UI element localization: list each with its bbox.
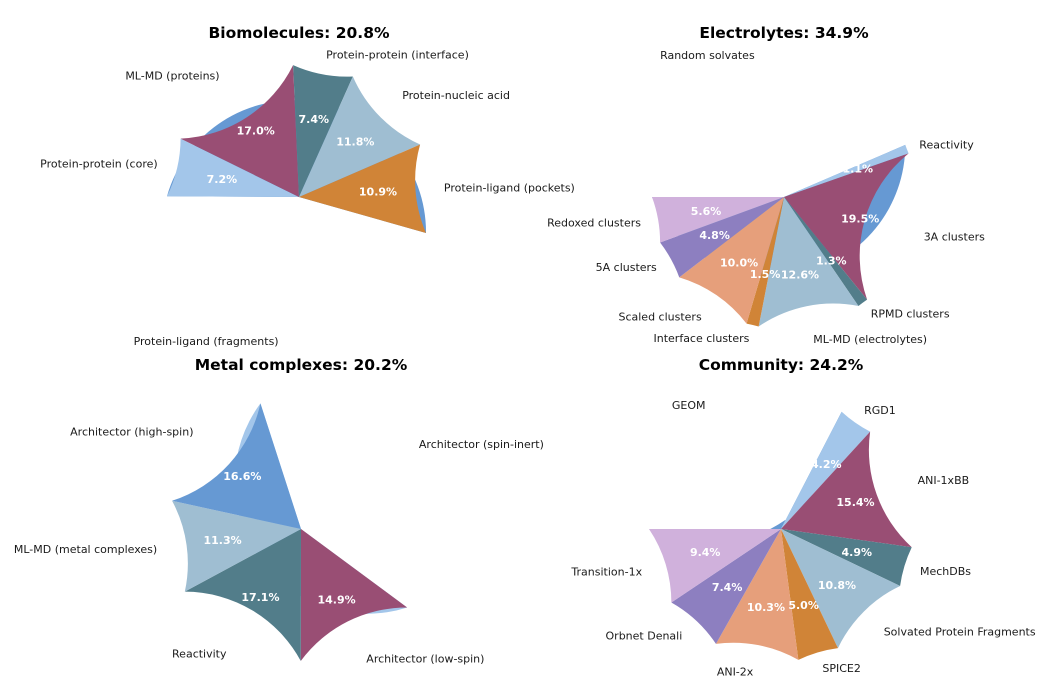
pct-label-rpmd-clusters: 1.3% — [816, 255, 847, 268]
pie-chart-community: Community: 24.2% 32.6% GEOM 4.2% RGD1 15.4% A… — [570, 356, 1035, 679]
pct-label-solvated-protein-fragments: 10.8% — [818, 579, 856, 592]
slice-label-architector-low-spin: Architector (low-spin) — [366, 653, 484, 666]
slice-label-mechdbs: MechDBs — [920, 565, 971, 578]
pie-slice-ml-md-electrolytes — [758, 197, 859, 327]
slice-label-architector-high-spin: Architector (high-spin) — [70, 425, 193, 438]
pct-label-scaled-clusters: 10.0% — [720, 256, 758, 269]
pct-label-spice2: 5.0% — [788, 599, 819, 612]
pie-slice-ani-2x — [715, 529, 799, 660]
pct-label-orbnet-denali: 7.4% — [712, 581, 743, 594]
pie-chart-biomolecules: Biomolecules: 20.8% 45.7% Protein-ligand … — [40, 24, 575, 348]
pct-label-ml-md-proteins: 17.0% — [237, 125, 275, 138]
slice-label-architector-spin-inert: Architector (spin-inert) — [419, 438, 544, 451]
slice-label-random-solvates: Random solvates — [660, 49, 755, 62]
pie-slice-5a-clusters — [660, 197, 784, 278]
slice-label-transition-1x: Transition-1x — [570, 565, 642, 578]
pct-label-reactivity: 17.1% — [241, 591, 279, 604]
pie-slice-ml-md-proteins — [180, 65, 299, 197]
pct-label-geom: 32.6% — [721, 455, 759, 468]
slice-label-3a-clusters: 3A clusters — [924, 231, 985, 244]
pct-label-ml-md-electrolytes: 12.6% — [781, 269, 819, 282]
chart-title: Community: 24.2% — [699, 356, 864, 374]
slice-label-ani-1xbb: ANI-1xBB — [918, 474, 970, 487]
pie-slice-protein-nucleic-acid — [299, 76, 421, 197]
pct-label-redoxed-clusters: 5.6% — [691, 205, 722, 218]
slice-label-ani-2x: ANI-2x — [717, 666, 754, 679]
pie-slice-mechdbs — [781, 529, 912, 586]
pie-slice-protein-ligand-pockets — [299, 144, 427, 233]
pie-chart-metal-complexes: Metal complexes: 20.2% 40.1% Architector … — [14, 356, 544, 666]
pie-slice-spice2 — [781, 529, 838, 660]
pie-slice-rpmd-clusters — [784, 197, 868, 307]
pie-slice-rgd1 — [781, 411, 871, 529]
pct-label-protein-nucleic-acid: 11.8% — [336, 135, 374, 148]
slice-label-rpmd-clusters: RPMD clusters — [871, 308, 950, 321]
slice-label-geom: GEOM — [672, 399, 706, 412]
slice-label-protein-ligand-pockets: Protein-ligand (pockets) — [444, 181, 575, 194]
pct-label-interface-clusters: 1.5% — [750, 268, 781, 281]
slice-label-protein-ligand-fragments: Protein-ligand (fragments) — [134, 335, 279, 348]
pie-slice-reactivity — [184, 529, 301, 661]
slice-label-reactivity: Reactivity — [919, 138, 974, 151]
slice-label-orbnet-denali: Orbnet Denali — [606, 630, 683, 643]
pie-chart-electrolytes: Electrolytes: 34.9% 43.5% Random solvates… — [547, 24, 985, 346]
pct-label-architector-high-spin: 16.6% — [223, 470, 261, 483]
chart-title: Metal complexes: 20.2% — [195, 356, 408, 374]
pct-label-architector-low-spin: 14.9% — [318, 594, 356, 607]
pct-label-protein-ligand-fragments: 45.7% — [269, 269, 307, 282]
pct-label-transition-1x: 9.4% — [690, 546, 721, 559]
pct-label-random-solvates: 43.5% — [749, 113, 787, 126]
pie-slice-ml-md-metal-complexes — [172, 500, 301, 592]
pie-slice-architector-high-spin — [172, 403, 301, 529]
pie-slice-ani-1xbb — [781, 431, 912, 548]
slice-label-redoxed-clusters: Redoxed clusters — [547, 216, 641, 229]
slice-label-5a-clusters: 5A clusters — [596, 261, 657, 274]
pie-slice-redoxed-clusters — [652, 197, 784, 243]
slice-label-reactivity: Reactivity — [172, 648, 227, 661]
pie-slice-reactivity — [784, 144, 909, 197]
slice-label-ml-md-electrolytes: ML-MD (electrolytes) — [813, 333, 927, 346]
pct-label-ani-1xbb: 15.4% — [836, 496, 874, 509]
pct-label-mechdbs: 4.9% — [842, 546, 873, 559]
pct-label-protein-protein-interface: 7.4% — [299, 113, 330, 126]
pct-label-ani-2x: 10.3% — [747, 601, 785, 614]
pie-slice-protein-protein-interface — [293, 65, 353, 197]
pct-label-protein-protein-core: 7.2% — [207, 173, 238, 186]
pie-slice-orbnet-denali — [671, 529, 781, 644]
chart-title: Electrolytes: 34.9% — [699, 24, 869, 42]
pct-label-3a-clusters: 19.5% — [841, 213, 879, 226]
pie-slice-interface-clusters — [746, 197, 784, 327]
slice-label-protein-nucleic-acid: Protein-nucleic acid — [402, 89, 510, 102]
slice-label-spice2: SPICE2 — [822, 662, 861, 675]
slice-label-ml-md-proteins: ML-MD (proteins) — [125, 69, 219, 82]
pct-label-5a-clusters: 4.8% — [699, 229, 730, 242]
slice-label-rgd1: RGD1 — [864, 404, 896, 417]
slice-label-protein-protein-interface: Protein-protein (interface) — [326, 48, 469, 61]
slice-label-protein-protein-core: Protein-protein (core) — [40, 158, 158, 171]
pct-label-protein-ligand-pockets: 10.9% — [359, 186, 397, 199]
chart-title: Biomolecules: 20.8% — [208, 24, 390, 42]
slice-label-ml-md-metal-complexes: ML-MD (metal complexes) — [14, 543, 157, 556]
pie-slice-scaled-clusters — [679, 197, 784, 324]
pie-slice-protein-protein-core — [167, 138, 299, 197]
pie-slice-architector-low-spin — [300, 529, 408, 661]
slice-label-solvated-protein-fragments: Solvated Protein Fragments — [884, 626, 1036, 639]
pie-slice-3a-clusters — [784, 153, 909, 300]
pie-slice-transition-1x — [649, 529, 781, 603]
pie-slice-solvated-protein-fragments — [781, 529, 901, 649]
slice-label-interface-clusters: Interface clusters — [654, 332, 750, 345]
pct-label-reactivity: 1.1% — [843, 162, 874, 175]
pct-label-ml-md-metal-complexes: 11.3% — [204, 534, 242, 547]
pct-label-rgd1: 4.2% — [811, 458, 842, 471]
pct-label-architector-spin-inert: 40.1% — [346, 477, 384, 490]
slice-label-scaled-clusters: Scaled clusters — [618, 311, 701, 324]
